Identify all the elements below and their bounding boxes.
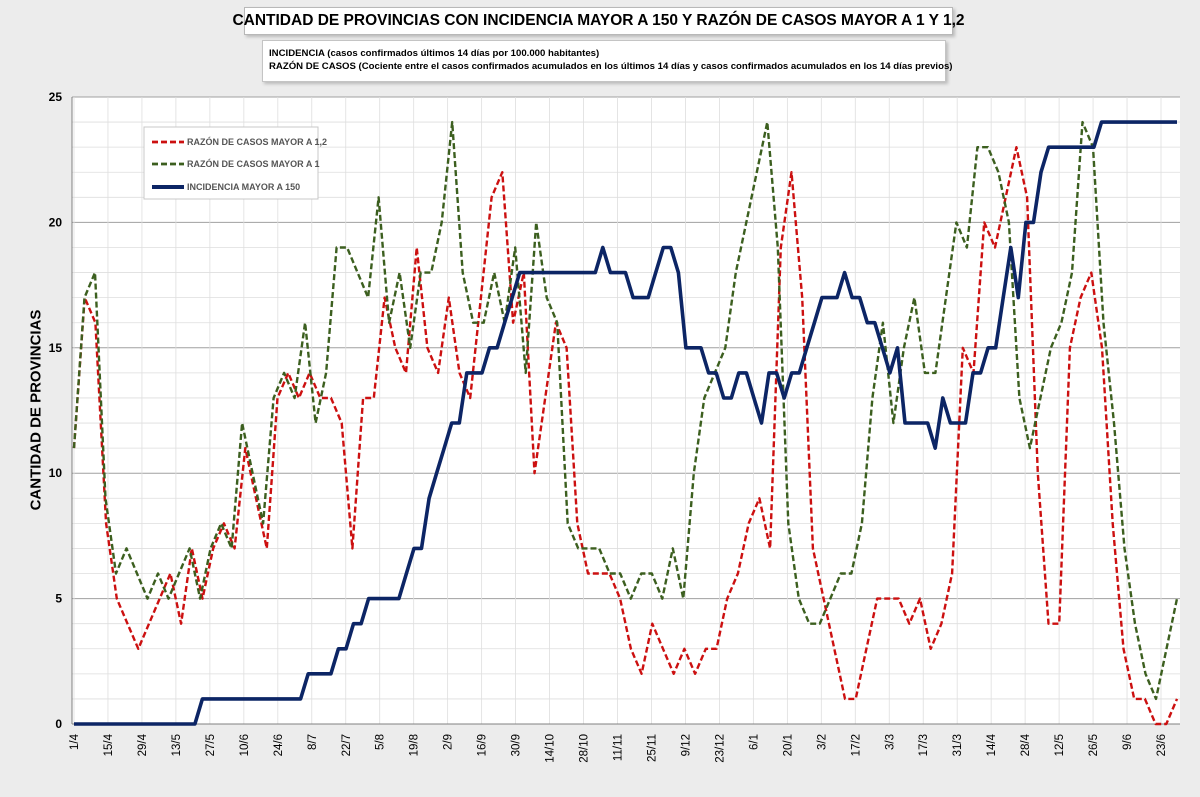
grid bbox=[71, 96, 1180, 725]
x-tick-label: 3/3 bbox=[884, 734, 896, 750]
x-tick-label: 3/2 bbox=[816, 734, 828, 750]
x-tick-label: 26/5 bbox=[1088, 734, 1100, 756]
x-tick-label: 30/9 bbox=[511, 734, 523, 756]
x-tick-label: 28/4 bbox=[1020, 733, 1032, 756]
legend-label: RAZÓN DE CASOS MAYOR A 1,2 bbox=[187, 136, 327, 147]
x-tick-label: 5/8 bbox=[375, 734, 387, 750]
x-tick-label: 19/8 bbox=[409, 734, 421, 756]
x-tick-label: 29/4 bbox=[137, 733, 149, 756]
series-lines bbox=[72, 120, 1179, 726]
y-tick-label: 10 bbox=[49, 466, 63, 480]
x-tick-label: 2/9 bbox=[443, 734, 455, 750]
y-tick-label: 25 bbox=[49, 90, 63, 104]
legend: RAZÓN DE CASOS MAYOR A 1,2 RAZÓN DE CASOS… bbox=[143, 126, 327, 200]
x-tick-label: 28/10 bbox=[579, 734, 591, 763]
series-line-2 bbox=[72, 120, 1179, 701]
x-tick-label: 14/10 bbox=[545, 734, 557, 763]
notes-box: INCIDENCIA (casos confirmados últimos 14… bbox=[262, 40, 953, 82]
y-tick-label: 0 bbox=[55, 717, 62, 731]
chart-title-box: CANTIDAD DE PROVINCIAS CON INCIDENCIA MA… bbox=[232, 7, 965, 35]
y-tick-labels: 0 5 10 15 20 25 bbox=[49, 90, 63, 731]
x-tick-label: 24/6 bbox=[273, 734, 285, 756]
y-tick-label: 5 bbox=[55, 592, 62, 606]
x-tick-label: 9/12 bbox=[680, 734, 692, 756]
x-tick-label: 25/11 bbox=[646, 734, 658, 762]
note-razon: RAZÓN DE CASOS (Cociente entre el casos … bbox=[269, 61, 953, 72]
x-tick-label: 12/5 bbox=[1054, 734, 1066, 756]
y-tick-label: 20 bbox=[49, 215, 63, 229]
note-incidencia: INCIDENCIA (casos confirmados últimos 14… bbox=[269, 48, 600, 59]
series-line-1 bbox=[72, 145, 1179, 726]
x-tick-label: 8/7 bbox=[307, 734, 319, 750]
series-line-3 bbox=[74, 120, 1177, 726]
y-tick-label: 15 bbox=[49, 341, 63, 355]
x-tick-label: 17/3 bbox=[918, 734, 930, 756]
x-tick-label: 1/4 bbox=[69, 733, 81, 750]
x-tick-label: 31/3 bbox=[952, 734, 964, 756]
x-tick-labels: 1/4 15/4 29/4 13/5 27/5 10/6 24/6 8/7 22/7 5/8 19/… bbox=[69, 733, 1168, 762]
plot-area bbox=[72, 97, 1180, 724]
x-tick-label: 9/6 bbox=[1122, 734, 1134, 750]
x-tick-label: 23/12 bbox=[714, 734, 726, 763]
x-tick-label: 11/11 bbox=[613, 734, 625, 761]
legend-label: INCIDENCIA MAYOR A 150 bbox=[187, 182, 300, 192]
x-tick-label: 13/5 bbox=[171, 734, 183, 756]
x-tick-label: 16/9 bbox=[477, 734, 489, 756]
x-tick-label: 15/4 bbox=[103, 733, 115, 756]
x-tick-label: 23/6 bbox=[1156, 734, 1168, 756]
x-tick-label: 20/1 bbox=[782, 734, 794, 756]
chart-title: CANTIDAD DE PROVINCIAS CON INCIDENCIA MA… bbox=[232, 12, 965, 29]
x-tick-label: 6/1 bbox=[748, 734, 760, 750]
x-tick-label: 17/2 bbox=[850, 734, 862, 756]
x-tick-label: 10/6 bbox=[239, 734, 251, 756]
legend-label: RAZÓN DE CASOS MAYOR A 1 bbox=[187, 158, 320, 169]
x-tick-label: 27/5 bbox=[205, 734, 217, 756]
x-tick-label: 14/4 bbox=[986, 733, 998, 756]
x-tick-label: 22/7 bbox=[341, 734, 353, 756]
